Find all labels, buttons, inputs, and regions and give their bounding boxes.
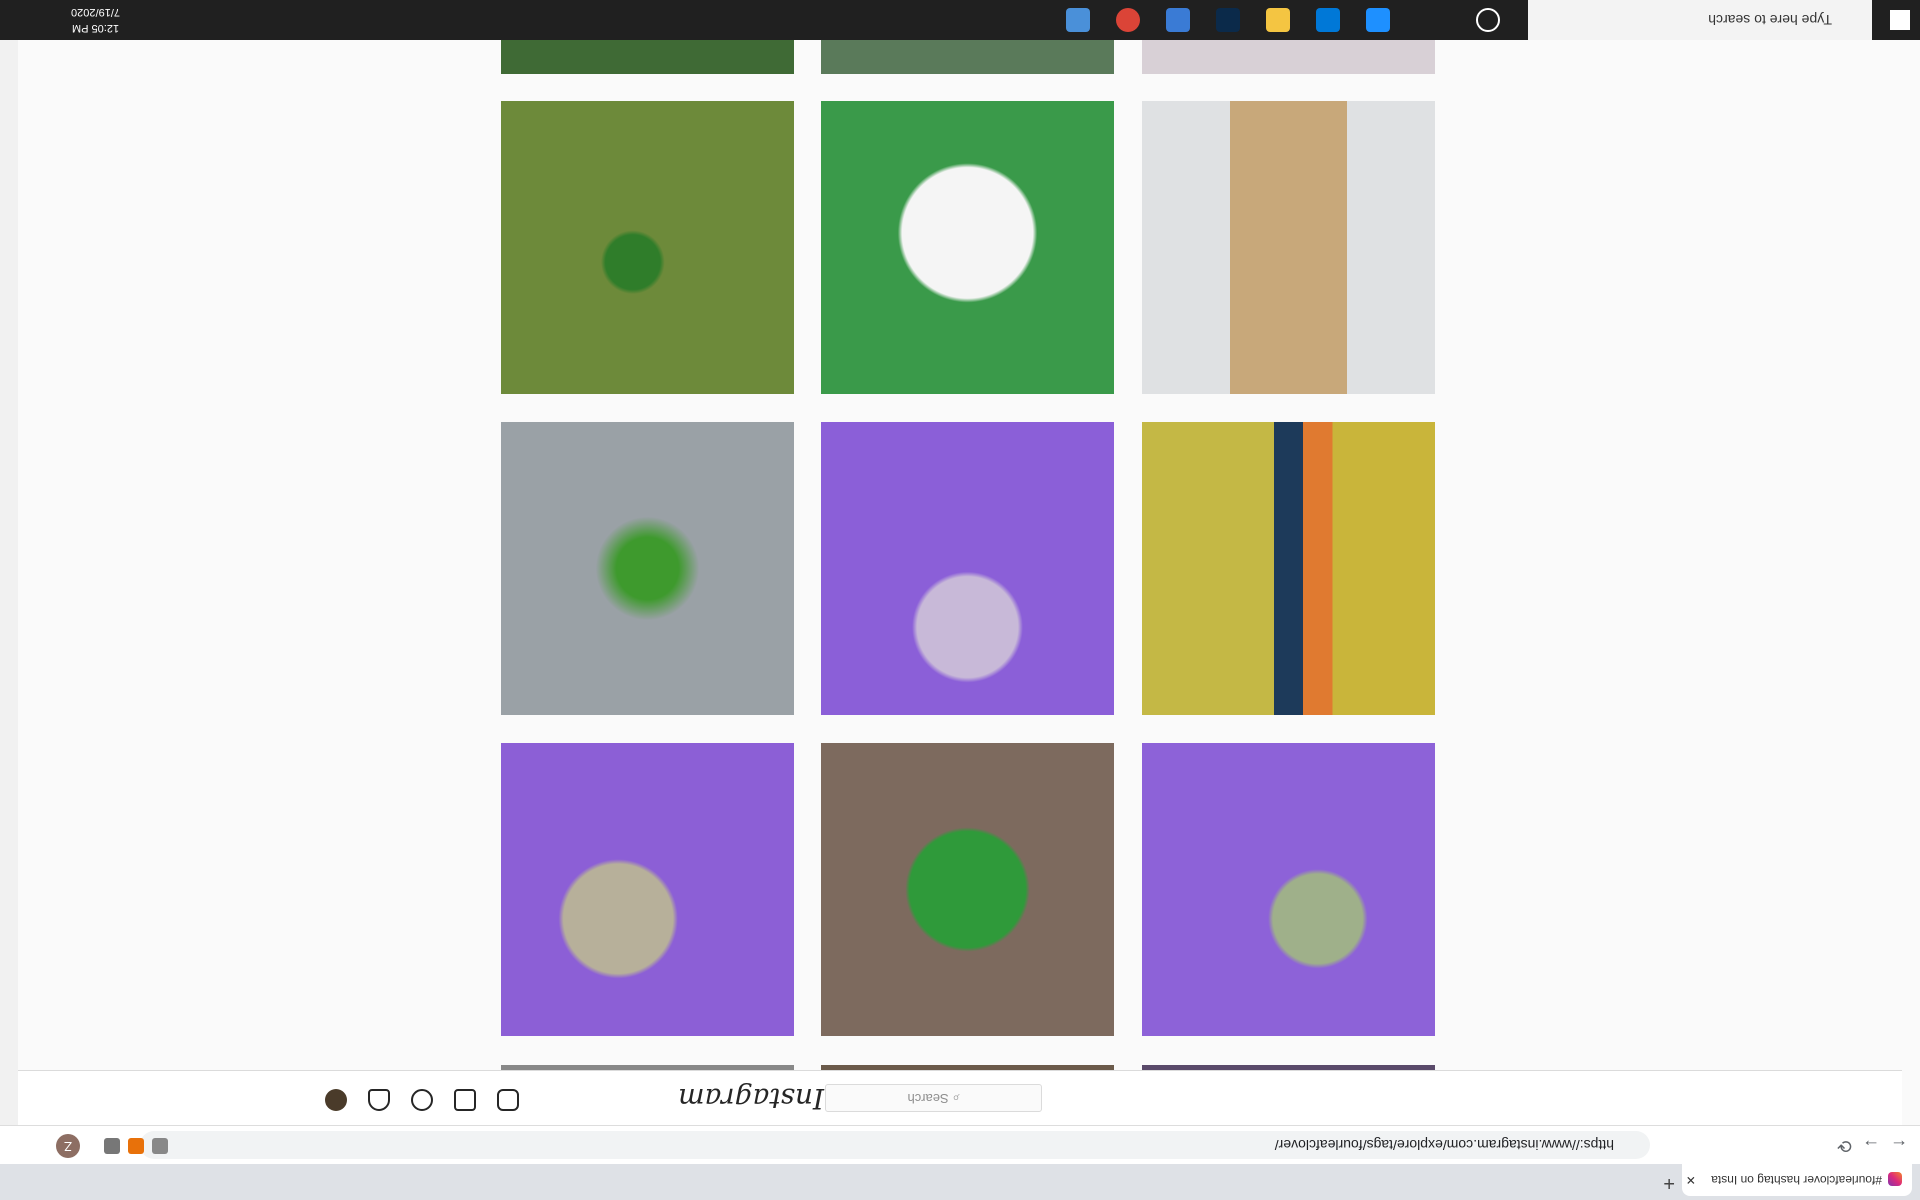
cortana[interactable] [1476,8,1500,32]
extension[interactable] [104,1138,120,1154]
photo[interactable] [501,101,794,394]
time: 12:05 PM [71,22,120,34]
tab-bar: #fourleafclover hashtag on Insta ✕ + [0,1164,1920,1200]
profile-icon[interactable] [325,1089,347,1111]
photo[interactable] [501,40,794,74]
taskbar: Type here to search 12:05 PM 7/19/2020 [0,0,1920,40]
nav-buttons[interactable]: ← → ⟳ [1836,1136,1908,1156]
photo[interactable] [1142,422,1435,715]
extension[interactable] [152,1138,168,1154]
photo[interactable] [821,1065,1114,1070]
photo[interactable] [501,422,794,715]
explore-icon[interactable] [411,1089,433,1111]
instagram-logo[interactable]: Instagram [678,1082,824,1115]
photo[interactable] [821,422,1114,715]
url: https://www.instagram.com/explore/tags/f… [1274,1137,1614,1153]
app-icon[interactable] [1066,8,1090,32]
app-icon[interactable] [1216,8,1240,32]
photo[interactable] [821,101,1114,394]
extension[interactable] [128,1138,144,1154]
activity-icon[interactable] [368,1089,390,1111]
photo[interactable] [501,1065,794,1070]
date: 7/19/2020 [71,6,120,18]
app-icon[interactable] [1316,8,1340,32]
address-bar[interactable]: https://www.instagram.com/explore/tags/f… [140,1131,1650,1159]
browser-tab[interactable]: #fourleafclover hashtag on Insta ✕ [1682,1164,1912,1196]
app-icon[interactable] [1266,8,1290,32]
direct-icon[interactable] [454,1089,476,1111]
new-tab[interactable]: + [1663,1172,1675,1194]
app-icon[interactable] [1166,8,1190,32]
scrollbar[interactable] [0,40,18,1125]
chrome-icon[interactable] [1116,8,1140,32]
search-placeholder: Search [907,1091,949,1106]
home-icon[interactable] [497,1089,519,1111]
app-icon[interactable] [1366,8,1390,32]
photo[interactable] [501,743,794,1036]
photo[interactable] [1142,1065,1435,1070]
profile-avatar[interactable]: Z [56,1134,80,1158]
instagram-nav: Instagram ⌕ Search [0,1070,1902,1125]
start-button[interactable] [1890,10,1910,30]
photo[interactable] [821,743,1114,1036]
photo[interactable] [1142,101,1435,394]
clock[interactable]: 12:05 PM 7/19/2020 [71,4,120,36]
taskbar-search-text: Type here to search [1708,12,1832,28]
photo[interactable] [1142,40,1435,74]
tab-title: #fourleafclover hashtag on Insta [1711,1173,1882,1187]
toolbar: ← → ⟳ https://www.instagram.com/explore/… [0,1125,1920,1164]
photo[interactable] [1142,743,1435,1036]
photo[interactable] [821,40,1114,74]
taskbar-search[interactable]: Type here to search [1528,0,1872,40]
search-box[interactable]: ⌕ Search [825,1084,1042,1112]
